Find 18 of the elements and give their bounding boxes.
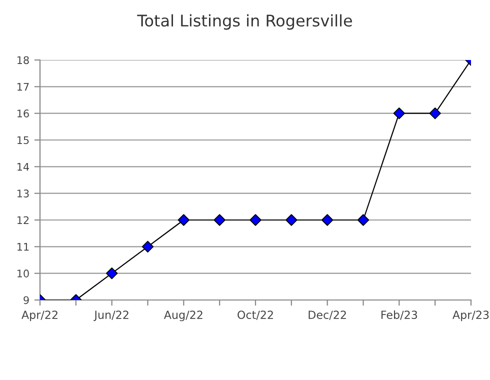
y-tick-label: 10 xyxy=(17,270,29,278)
y-tick-label: 15 xyxy=(17,136,29,144)
x-tick-label: Aug/22 xyxy=(164,310,202,322)
x-tick-label: Dec/22 xyxy=(308,310,346,320)
chart-title: Total Listings in Rogersville xyxy=(137,14,352,30)
y-tick-label: 18 xyxy=(17,56,29,64)
y-tick-label: 17 xyxy=(17,83,29,91)
y-tick-label: 14 xyxy=(17,163,29,171)
x-tick-label: Jun/22 xyxy=(94,310,128,322)
y-tick-label: 16 xyxy=(17,110,29,118)
x-tick-label: Oct/22 xyxy=(238,310,273,320)
y-tick-label: 13 xyxy=(17,190,29,198)
y-tick-label: 9 xyxy=(24,296,29,304)
y-tick-label: 11 xyxy=(17,243,29,251)
x-tick-label: Apr/23 xyxy=(452,310,489,322)
y-tick-label: 12 xyxy=(17,216,29,224)
x-tick-label: Feb/23 xyxy=(381,310,418,320)
x-tick-label: Apr/22 xyxy=(22,310,58,322)
